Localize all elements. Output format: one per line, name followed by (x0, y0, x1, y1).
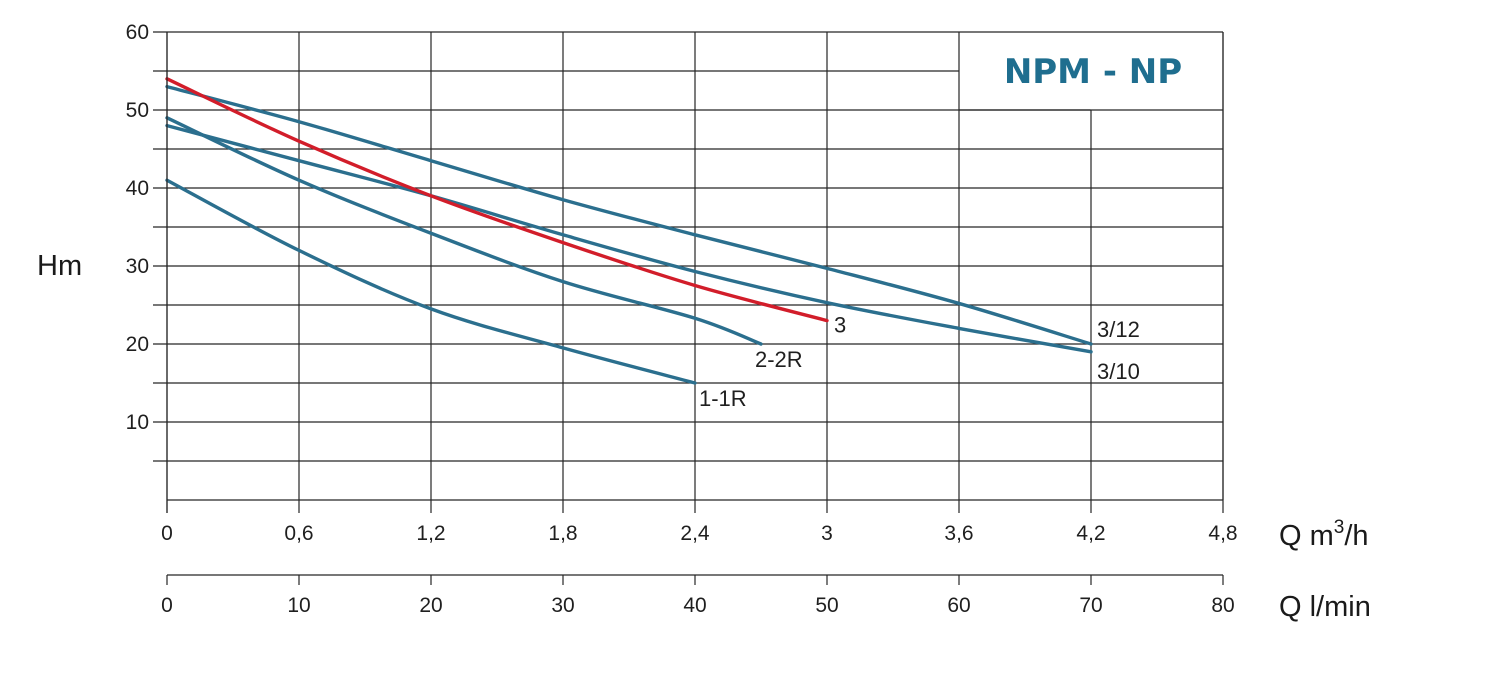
series-label-2-2R: 2-2R (755, 347, 803, 372)
series-label-3/12: 3/12 (1097, 317, 1140, 342)
series-label-3/10: 3/10 (1097, 359, 1140, 384)
series-labels: 3/12 3/10 2-2R 1-1R 3 (699, 313, 1140, 411)
y-tick-label: 40 (126, 177, 149, 200)
series-label-3: 3 (834, 313, 846, 338)
x-axis-secondary-label: Q l/min (1279, 591, 1371, 623)
x2-tick-label: 40 (683, 594, 706, 617)
series-line-3/10 (165, 123, 1093, 354)
y-tick-label: 30 (126, 255, 149, 278)
x-tick-label: 2,4 (680, 522, 710, 545)
x-tick-label: 4,8 (1208, 522, 1237, 545)
y-tick-label: 10 (126, 411, 149, 434)
series-label-1-1R: 1-1R (699, 386, 747, 411)
y-tick-label: 50 (126, 99, 149, 122)
axes: 10 20 30 40 50 60 0 0,6 1,2 1,8 2,4 3 3,6 4,2 4,8 0 10 20… (126, 21, 1238, 617)
x2-tick-label: 70 (1079, 594, 1102, 617)
x2-tick-label: 10 (287, 594, 310, 617)
chart-title: NPM - NP (1004, 52, 1182, 92)
x-tick-label: 4,2 (1076, 522, 1105, 545)
series-line-2-2R (165, 116, 763, 346)
x-tick-label: 1,8 (548, 522, 577, 545)
x-tick-label: 0,6 (284, 522, 313, 545)
x-tick-label: 0 (161, 522, 173, 545)
x2-tick-label: 50 (815, 594, 838, 617)
x-axis-label: Q m3/h (1279, 517, 1369, 552)
y-tick-label: 20 (126, 333, 149, 356)
x2-tick-label: 0 (161, 594, 173, 617)
x-tick-label: 3 (821, 522, 833, 545)
y-axis-label: Hm (37, 250, 82, 282)
series-curves (165, 77, 1093, 385)
x-tick-label: 3,6 (944, 522, 973, 545)
x2-tick-label: 20 (419, 594, 442, 617)
y-tick-label: 60 (126, 21, 149, 44)
x-tick-label: 1,2 (416, 522, 445, 545)
x2-tick-label: 60 (947, 594, 970, 617)
grid (153, 31, 1224, 513)
x2-tick-label: 30 (551, 594, 574, 617)
series-line-3 (165, 77, 829, 323)
series-line-1-1R (165, 178, 697, 385)
series-line-3/12 (165, 84, 1093, 346)
x2-tick-label: 80 (1211, 594, 1234, 617)
